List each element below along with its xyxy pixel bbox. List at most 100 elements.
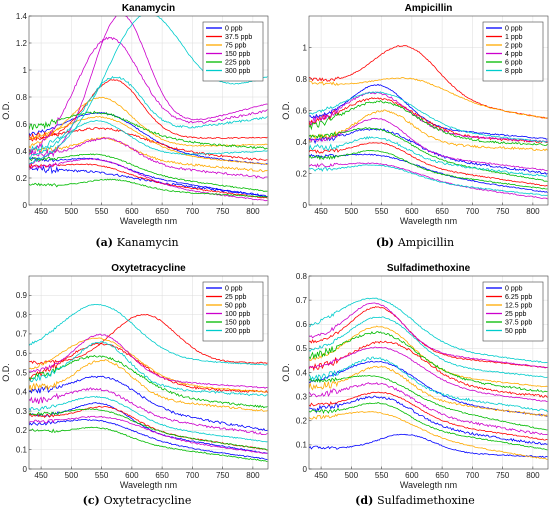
series-group [309,45,548,200]
series-line [29,387,268,435]
series-line [309,346,548,403]
legend-entry: 150 ppb [225,320,250,327]
y-tick-label: 0.6 [296,106,308,115]
series-line [29,359,268,412]
x-tick-label: 600 [405,207,419,216]
x-tick-label: 600 [405,471,419,480]
x-tick-label: 700 [466,207,480,216]
caption-label: (d) [355,494,377,507]
x-tick-label: 750 [496,471,510,480]
series-line [309,142,548,187]
panel-1: Kanamycin 450 500 550 600 650 700 750 800 0 0.2 0.4… [1,3,269,249]
series-line [309,97,548,144]
legend-entry: 150 ppb [225,51,250,58]
panel-4: Sulfadimethoxine 450 500 550 600 650 700 750 800… [281,263,549,507]
legend-entry: 12.5 ppb [505,303,532,310]
series-line [29,341,268,397]
y-tick-label: 1.2 [16,39,28,48]
legend-entry: 100 ppb [225,311,250,318]
series-line [29,16,268,166]
series-line [309,117,548,172]
series-line [29,415,268,454]
y-tick-label: 1 [303,43,308,52]
series-line [29,36,268,155]
series-line [29,110,268,150]
y-tick-label: 0.2 [296,169,308,178]
series-line [309,76,548,119]
series-line [29,313,268,365]
legend-entry: 50 ppb [225,303,247,310]
series-line [309,374,548,431]
x-tick-label: 700 [466,471,480,480]
panel-2: Ampicillin 450 500 550 600 650 700 750 800 0 0.2 0.… [281,3,549,249]
legend-entry: 225 ppb [225,60,250,67]
y-tick-label: 1 [23,66,28,75]
y-tick-label: 0.4 [296,138,308,147]
x-tick-label: 750 [216,207,230,216]
caption-text: Sulfadimethoxine [377,494,475,507]
series-line [309,365,548,417]
x-tick-label: 550 [375,471,389,480]
series-line [309,316,548,378]
y-tick-label: 1.4 [16,12,28,21]
legend-entry: 8 ppb [505,68,523,75]
series-line [29,158,268,202]
series-line [29,342,268,393]
caption-label: (c) [83,494,104,507]
series-line [29,303,268,366]
series-line [309,91,548,143]
legend-entry: 1 ppb [505,34,523,41]
x-tick-label: 700 [186,471,200,480]
series-line [29,426,268,462]
x-tick-label: 450 [314,471,328,480]
y-tick-label: 0.8 [16,310,28,319]
legend-entry: 0 ppb [505,286,523,293]
x-tick-label: 500 [345,207,359,216]
series-line [309,91,548,143]
x-tick-label: 450 [34,471,48,480]
series-line [309,433,548,458]
x-tick-label: 600 [125,471,139,480]
series-line [309,360,548,417]
series-line [309,297,548,364]
x-tick-label: 800 [246,207,260,216]
series-line [309,162,548,200]
legend-entry: 25 ppb [505,311,527,318]
series-line [309,402,548,451]
legend-box [202,21,264,82]
y-tick-label: 0.5 [16,368,28,377]
y-tick-label: 0.7 [296,296,308,305]
y-tick-label: 0 [23,201,28,210]
x-tick-label: 650 [155,471,169,480]
series-line [29,16,268,165]
y-tick-label: 0.6 [16,120,28,129]
x-axis-label: Wavelegth nm [120,480,177,490]
series-line [309,127,548,182]
series-line [309,149,548,190]
caption-text: Kanamycin [117,236,179,249]
series-line [29,395,268,443]
series-line [29,402,268,454]
y-tick-label: 0.8 [296,272,308,281]
series-line [309,100,548,147]
caption-label: (a) [95,236,116,249]
series-group [29,16,268,202]
y-tick-label: 0.3 [16,407,28,416]
x-tick-label: 750 [216,471,230,480]
series-line [309,331,548,393]
chart-title: Kanamycin [122,3,175,14]
series-line [29,153,268,192]
x-tick-label: 750 [496,207,510,216]
y-axis-label: O.D. [281,363,291,382]
legend-entry: 0 ppb [505,26,523,33]
panel-caption: (d) Sulfadimethoxine [355,494,475,507]
legend-entry: 37.5 ppb [505,320,532,327]
legend-entry: 0 ppb [225,286,243,293]
series-line [29,116,268,165]
x-tick-label: 500 [65,207,79,216]
x-tick-label: 550 [95,471,109,480]
